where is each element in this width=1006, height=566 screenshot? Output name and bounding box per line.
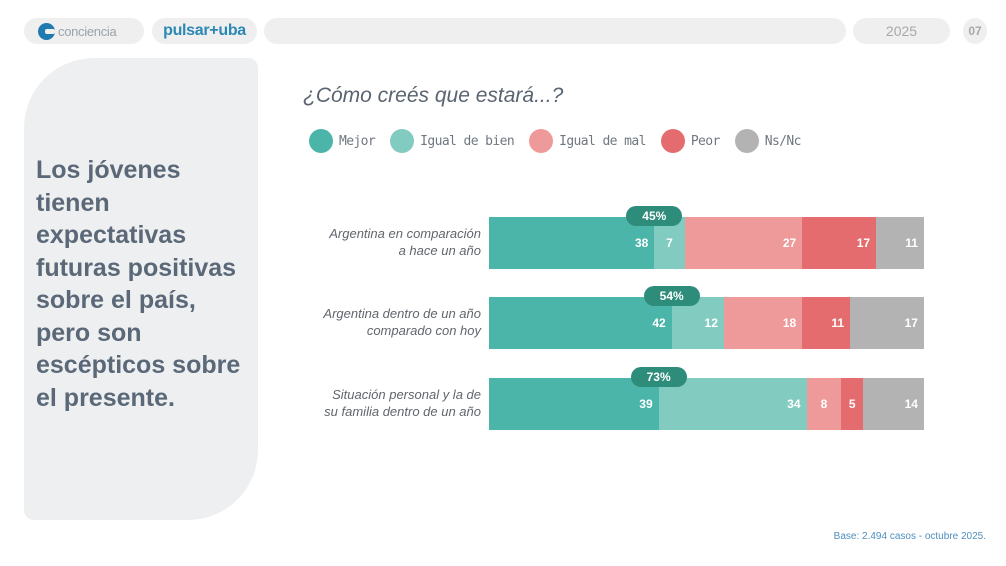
- data-label: 39: [639, 397, 653, 411]
- positive-total-badge: 73%: [630, 367, 687, 387]
- legend-item: Peor: [660, 129, 721, 153]
- data-label: 27: [782, 236, 797, 250]
- data-label: 17: [856, 236, 871, 250]
- header-bar: [264, 18, 846, 44]
- data-label: 42: [652, 316, 666, 330]
- positive-total-badge: 54%: [643, 286, 700, 306]
- data-label: 34: [787, 397, 801, 411]
- data-label: 7: [666, 236, 673, 250]
- legend-label: Igual de bien: [420, 133, 515, 149]
- chart-legend: Mejor Igual de bien Igual de mal Peor Ns/Nc: [309, 129, 816, 153]
- legend-swatch: [390, 129, 415, 153]
- sidebar-card: [24, 58, 258, 520]
- category-label-line: su familia dentro de un año: [324, 404, 481, 419]
- category-label: Argentina en comparación a hace un año: [280, 225, 481, 259]
- category-label-line: Argentina dentro de un año: [323, 306, 481, 321]
- category-label-line: Situación personal y la de: [332, 387, 481, 402]
- data-label: 11: [831, 316, 845, 330]
- sidebar-headline: Los jóvenes tienen expectativas futuras …: [36, 156, 241, 412]
- bar-segment: 17: [802, 217, 877, 269]
- data-label: 8: [820, 397, 828, 411]
- data-label: 14: [904, 397, 918, 411]
- category-label-line: a hace un año: [398, 243, 481, 258]
- footer-note: Base: 2.494 casos - octubre 2025.: [833, 531, 986, 542]
- bar-segment: 18: [723, 297, 803, 349]
- stacked-bar: 38 7 27 17 11: [489, 217, 924, 269]
- legend-item: Igual de mal: [529, 129, 646, 153]
- bar-segment: 27: [684, 217, 803, 269]
- legend-item: Igual de bien: [390, 129, 515, 153]
- legend-item: Ns/Nc: [734, 129, 802, 153]
- legend-swatch: [309, 129, 333, 153]
- positive-total-badge: 45%: [626, 206, 683, 226]
- legend-swatch: [734, 129, 759, 153]
- category-label: Argentina dentro de un año comparado con …: [280, 305, 481, 339]
- legend-label: Peor: [690, 133, 721, 149]
- bar-segment: 17: [850, 297, 924, 349]
- bar-segment: 8: [806, 378, 842, 430]
- conciencia-logo: conciencia: [24, 18, 144, 44]
- data-label: 12: [704, 316, 718, 330]
- stacked-bar: 39 34 8 5 14: [489, 378, 924, 430]
- brand-secondary-name: pulsar+uba: [163, 22, 246, 39]
- data-label: 18: [782, 316, 797, 330]
- legend-item: Mejor: [309, 129, 376, 153]
- bar-segment: 39: [489, 378, 659, 430]
- category-label: Situación personal y la de su familia den…: [280, 386, 481, 420]
- brand-primary-name: conciencia: [58, 23, 117, 39]
- pulsar-uba-logo: pulsar+uba: [152, 18, 257, 44]
- category-label-line: Argentina en comparación: [329, 226, 481, 241]
- stacked-bar: 42 12 18 11 17: [489, 297, 924, 349]
- legend-label: Igual de mal: [559, 133, 646, 149]
- conciencia-logo-icon: [38, 22, 55, 40]
- bar-segment: 14: [863, 378, 924, 430]
- data-label: 11: [905, 236, 918, 250]
- bar-segment: 5: [841, 378, 864, 430]
- legend-swatch: [529, 129, 554, 153]
- chart-title: ¿Cómo creés que estará...?: [303, 84, 564, 107]
- data-label: 38: [634, 236, 649, 250]
- legend-label: Ns/Nc: [764, 133, 802, 149]
- bar-segment: 38: [489, 217, 655, 269]
- legend-swatch: [660, 129, 685, 153]
- data-label: 5: [848, 397, 856, 411]
- bar-segment: 42: [489, 297, 672, 349]
- page-number: 07: [963, 18, 987, 44]
- category-label-line: comparado con hoy: [366, 323, 481, 338]
- legend-label: Mejor: [339, 133, 376, 149]
- bar-segment: 11: [876, 217, 924, 269]
- year-badge: 2025: [853, 18, 950, 44]
- bar-segment: 34: [658, 378, 807, 430]
- data-label: 17: [904, 316, 918, 330]
- bar-segment: 11: [802, 297, 851, 349]
